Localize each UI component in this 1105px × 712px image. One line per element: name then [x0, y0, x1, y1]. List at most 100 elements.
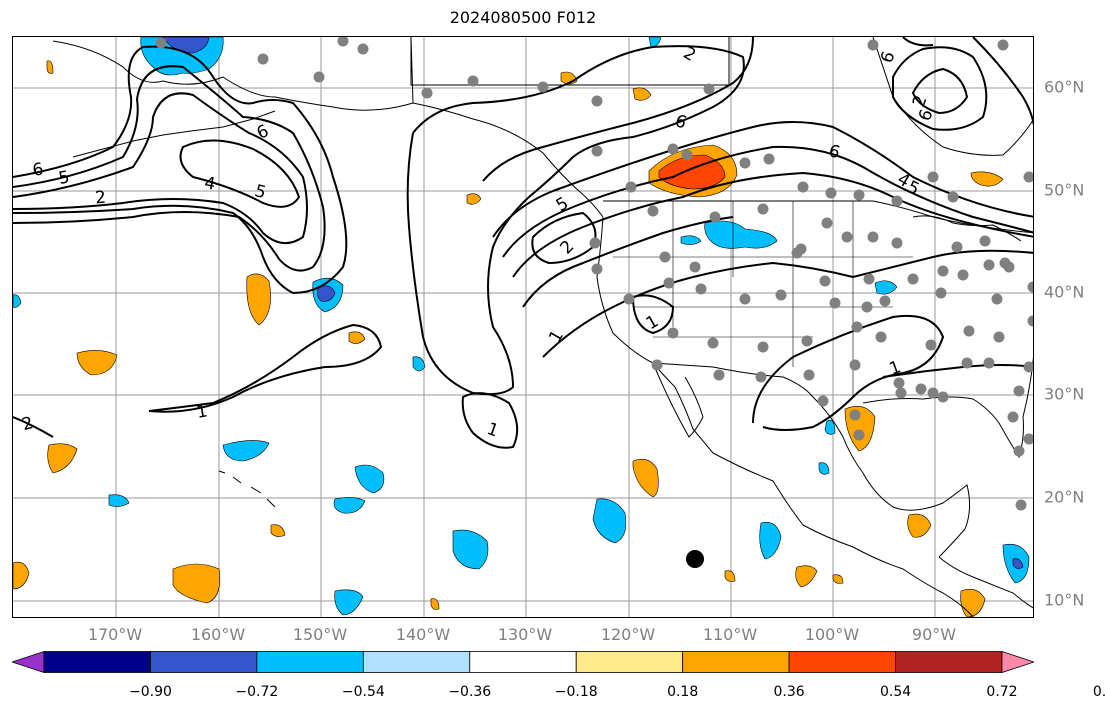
- station-dot: [851, 321, 863, 333]
- latitude-label: 20°N: [1044, 487, 1085, 507]
- neg-anomaly-patch: [704, 220, 778, 249]
- east-coast: [1022, 356, 1033, 418]
- state-lines: [613, 201, 913, 397]
- station-dot: [1013, 385, 1025, 397]
- colorbar-tick-label: −0.90: [128, 684, 172, 700]
- station-dot: [421, 87, 433, 99]
- contour-label: 5: [252, 181, 268, 203]
- contour-line: [461, 392, 519, 449]
- longitude-label: 90°W: [911, 625, 957, 644]
- longitude-label: 120°W: [600, 625, 656, 644]
- pos-anomaly-patch: [76, 350, 118, 376]
- station-dot: [313, 71, 325, 83]
- contour-line: [911, 67, 969, 115]
- station-dot: [623, 293, 635, 305]
- station-dot: [663, 277, 675, 289]
- station-dot: [849, 359, 861, 371]
- contour-line: [542, 249, 1033, 358]
- colorbar-tick-label: −0.72: [235, 684, 279, 700]
- coastlines: [52, 37, 1033, 617]
- aleutian-chain: [72, 110, 276, 158]
- colorbar: [12, 651, 1034, 673]
- colorbar-segment: [362, 651, 471, 673]
- neg-anomaly-patch: [354, 464, 385, 494]
- contour-line: [13, 65, 326, 272]
- pos-anomaly-patch: [466, 193, 482, 205]
- station-dot: [467, 75, 479, 87]
- station-dot: [961, 357, 973, 369]
- contour-label: 5: [57, 167, 71, 189]
- gulf-coast-north: [862, 396, 1024, 459]
- station-dot: [983, 259, 995, 271]
- station-dot: [819, 275, 831, 287]
- colorbar-tick-label: 0.90: [1092, 684, 1105, 700]
- contour-label: 6: [254, 121, 272, 144]
- pos-anomaly-patch: [246, 273, 271, 326]
- station-dot: [795, 243, 807, 255]
- contour-lines: [13, 37, 1033, 449]
- pos-anomaly-patch: [632, 87, 652, 101]
- station-dot: [155, 37, 167, 49]
- colorbar-segment: [895, 651, 1003, 673]
- colorbar-segment: [256, 651, 364, 673]
- colorbar-tick-label: 0.18: [667, 684, 699, 700]
- neg-anomaly-patch: [680, 235, 702, 245]
- station-dot: [337, 37, 349, 47]
- alaska-coast: [52, 37, 414, 111]
- contour-label: 6: [672, 111, 689, 133]
- station-dot: [991, 293, 1003, 305]
- longitude-label: 130°W: [497, 625, 553, 644]
- station-dot: [695, 283, 707, 295]
- pos-anomaly-patch: [348, 331, 366, 344]
- neg-anomaly-patch: [334, 589, 364, 616]
- gulf-coast: [812, 396, 971, 558]
- station-dot: [713, 369, 725, 381]
- station-dot: [709, 211, 721, 223]
- station-dot: [841, 231, 853, 243]
- pos-anomaly-patch: [46, 60, 54, 74]
- neg-anomaly-patch: [13, 294, 22, 308]
- neg-anomaly-patch: [648, 37, 662, 48]
- station-dot: [957, 269, 969, 281]
- pos-anomaly-patch: [632, 458, 659, 498]
- latitude-label: 50°N: [1044, 180, 1085, 200]
- contour-label: 2: [557, 237, 579, 259]
- colorbar-tick-label: −0.36: [448, 684, 492, 700]
- storm-center-marker: [686, 550, 704, 568]
- station-dot: [817, 395, 829, 407]
- station-dot: [951, 241, 963, 253]
- station-dot: [891, 195, 903, 207]
- station-dot: [537, 81, 549, 93]
- station-dot: [867, 231, 879, 243]
- hawaii: [218, 470, 276, 508]
- contour-line: [492, 121, 1033, 238]
- hudson-bay: [872, 37, 1033, 156]
- station-dot: [927, 171, 939, 183]
- station-dot: [825, 187, 837, 199]
- neg-anomaly-patch: [592, 498, 627, 544]
- station-dot: [689, 261, 701, 273]
- station-dot: [891, 237, 903, 249]
- neg-anomaly-patch: [412, 356, 426, 372]
- pos-anomaly-patch: [795, 565, 818, 588]
- station-dot: [879, 295, 891, 307]
- contour-line: [631, 294, 675, 335]
- station-dot: [893, 377, 905, 389]
- station-dot: [935, 287, 947, 299]
- colorbar-extend-high: [1001, 651, 1034, 673]
- station-dot: [1023, 171, 1033, 183]
- neg-anomaly-patch: [824, 419, 836, 435]
- longitude-label: 160°W: [190, 625, 246, 644]
- station-dot: [927, 387, 939, 399]
- colorbar-tick-label: 0.54: [879, 684, 912, 700]
- station-dot: [739, 157, 751, 169]
- contour-line: [13, 45, 348, 295]
- anomaly-fills: [13, 37, 1030, 617]
- station-dot: [681, 149, 693, 161]
- neg-anomaly-patch: [759, 522, 782, 560]
- pos-anomaly-patch: [724, 570, 736, 582]
- neg-anomaly-patch: [452, 529, 489, 570]
- contour-line: [179, 139, 301, 208]
